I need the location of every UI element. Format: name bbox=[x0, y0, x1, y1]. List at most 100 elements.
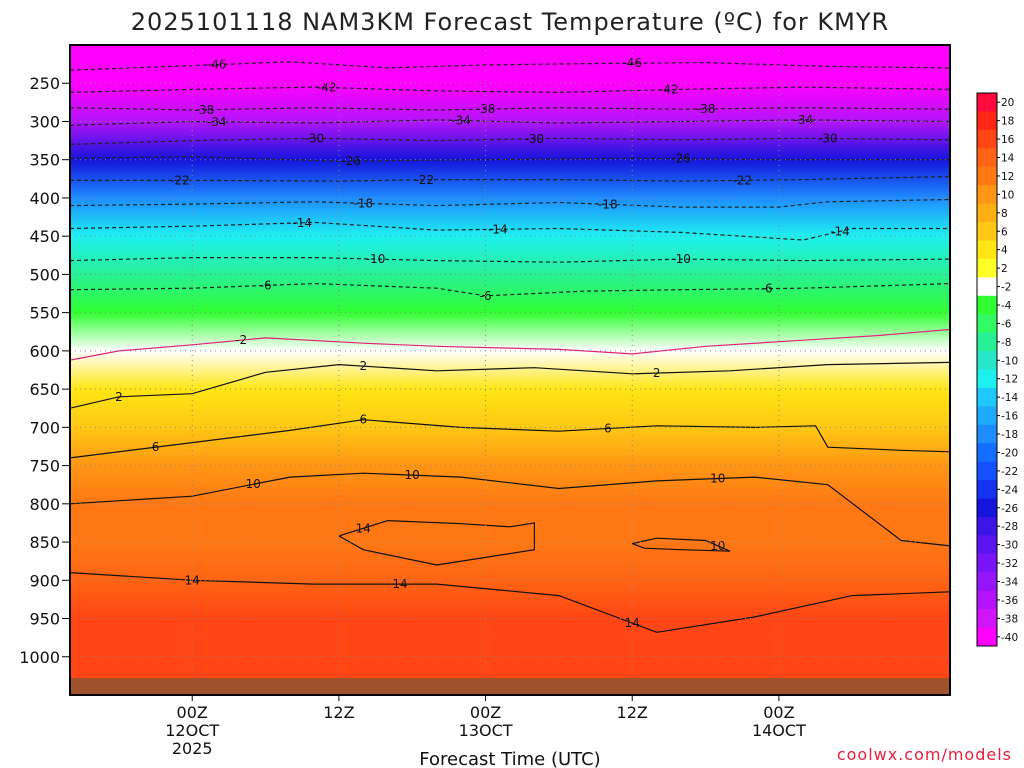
x-tick-label: 2025 bbox=[172, 739, 213, 758]
colorbar-label: -20 bbox=[1001, 447, 1018, 459]
y-tick-label: 1000 bbox=[19, 648, 60, 667]
plot-area: -46 -46-42 -42-38 -38 -38-34 -34 -34-30 -30 -30-… bbox=[70, 45, 950, 695]
colorbar-label: -32 bbox=[1001, 558, 1018, 570]
colorbar-label: -18 bbox=[1001, 429, 1018, 441]
contour-label: -10 bbox=[366, 252, 386, 266]
y-tick-label: 600 bbox=[29, 342, 60, 361]
contour-label: -10 bbox=[671, 252, 691, 266]
ground-layer bbox=[70, 678, 950, 695]
contour-label: -34 bbox=[793, 113, 813, 127]
colorbar-swatch bbox=[977, 609, 997, 628]
colorbar-swatch bbox=[977, 332, 997, 352]
colorbar-label: -26 bbox=[1001, 503, 1018, 515]
contour-label: -42 bbox=[317, 80, 337, 94]
contour-label: -26 bbox=[341, 154, 361, 168]
colorbar-swatch bbox=[977, 387, 997, 407]
colorbar-swatch bbox=[977, 535, 997, 555]
colorbar-swatch bbox=[977, 129, 997, 149]
contour-label: -18 bbox=[353, 196, 373, 210]
colorbar-label: 18 bbox=[1001, 116, 1014, 128]
colorbar-swatch bbox=[977, 314, 997, 334]
colorbar-label: -22 bbox=[1001, 466, 1018, 478]
contour-label: 2 bbox=[359, 359, 367, 373]
contour-label: 10 bbox=[246, 477, 261, 491]
x-tick-label: 00Z bbox=[763, 703, 794, 722]
contour-line bbox=[70, 61, 950, 71]
contour-label: -38 bbox=[195, 103, 215, 117]
colorbar-label: -4 bbox=[1001, 300, 1012, 312]
y-tick-label: 450 bbox=[29, 227, 60, 246]
contour-label: -22 bbox=[170, 173, 190, 187]
colorbar-swatch bbox=[977, 185, 997, 204]
contour-label: -26 bbox=[671, 152, 691, 166]
contour-label: 6 bbox=[152, 440, 160, 454]
contour-label: -30 bbox=[818, 132, 838, 146]
contour-label: 2 bbox=[115, 390, 123, 404]
y-tick-label: 650 bbox=[29, 380, 60, 399]
contour-label: 10 bbox=[405, 468, 420, 482]
y-tick-label: 800 bbox=[29, 495, 60, 514]
chart-title: 2025101118 NAM3KM Forecast Temperature (… bbox=[131, 8, 889, 36]
contour-label: -6 bbox=[761, 282, 773, 296]
contour-line bbox=[70, 328, 950, 361]
colorbar-label: -40 bbox=[1001, 632, 1018, 644]
plot-frame bbox=[69, 44, 951, 696]
colorbar-swatch bbox=[977, 295, 997, 315]
contour-line bbox=[70, 361, 950, 409]
colorbar-swatch bbox=[977, 424, 997, 444]
colorbar-swatch bbox=[977, 553, 997, 573]
colorbar-swatch bbox=[977, 480, 997, 499]
contour-label: 10 bbox=[710, 539, 725, 553]
contour-label: -46 bbox=[622, 56, 642, 70]
y-tick-label: 250 bbox=[29, 74, 60, 93]
colorbar-swatch bbox=[977, 443, 997, 463]
colorbar-swatch bbox=[977, 203, 997, 223]
contour-line bbox=[70, 137, 950, 145]
colorbar-label: -6 bbox=[1001, 318, 1012, 330]
contour-label: -18 bbox=[598, 197, 618, 211]
colorbar-label: -36 bbox=[1001, 595, 1018, 607]
colorbar-swatch bbox=[977, 148, 997, 168]
x-tick-label: 12Z bbox=[617, 703, 648, 722]
contour-label: -30 bbox=[305, 131, 325, 145]
colorbar-swatch bbox=[977, 351, 997, 370]
contour-label: 14 bbox=[625, 616, 640, 630]
colorbar-swatch bbox=[977, 498, 997, 518]
y-axis: 250 300 350 400 450 500 550 600 650 700 750 800 850 9… bbox=[19, 74, 70, 667]
colorbar-swatch bbox=[977, 369, 997, 389]
colorbar-frame bbox=[976, 92, 998, 647]
colorbar-label: 20 bbox=[1001, 97, 1014, 109]
y-tick-label: 850 bbox=[29, 533, 60, 552]
contour-label: 14 bbox=[356, 521, 371, 535]
colorbar-label: -38 bbox=[1001, 613, 1018, 625]
contour-label: -42 bbox=[659, 83, 679, 97]
colorbar-label: 6 bbox=[1001, 226, 1008, 238]
colorbar-swatch bbox=[977, 627, 997, 647]
colorbar-label: 16 bbox=[1001, 134, 1015, 146]
colorbar-label: 12 bbox=[1001, 171, 1014, 183]
colorbar-label: -16 bbox=[1001, 411, 1018, 423]
y-tick-label: 300 bbox=[29, 113, 60, 132]
colorbar-swatch bbox=[977, 277, 997, 297]
contour-line bbox=[70, 107, 950, 111]
x-tick-label: 00Z bbox=[470, 703, 501, 722]
credit-text[interactable]: coolwx.com/models bbox=[837, 745, 1012, 764]
contour-label: -14 bbox=[488, 222, 508, 236]
y-tick-label: 700 bbox=[29, 418, 60, 437]
y-tick-label: 550 bbox=[29, 304, 60, 323]
colorbar-label: -14 bbox=[1001, 392, 1018, 404]
contour-label: 6 bbox=[359, 413, 367, 427]
colorbar-label: -12 bbox=[1001, 374, 1018, 386]
x-tick-label: 14OCT bbox=[752, 721, 806, 740]
y-tick-label: 400 bbox=[29, 189, 60, 208]
contour-label: -22 bbox=[732, 173, 752, 187]
colorbar-swatch bbox=[977, 93, 997, 112]
contour-line bbox=[631, 537, 731, 552]
contour-label: -22 bbox=[415, 173, 435, 187]
contour-line bbox=[338, 519, 535, 566]
colorbar-swatch bbox=[977, 516, 997, 536]
colorbar-label: -2 bbox=[1001, 282, 1011, 294]
y-tick-label: 500 bbox=[29, 265, 60, 284]
